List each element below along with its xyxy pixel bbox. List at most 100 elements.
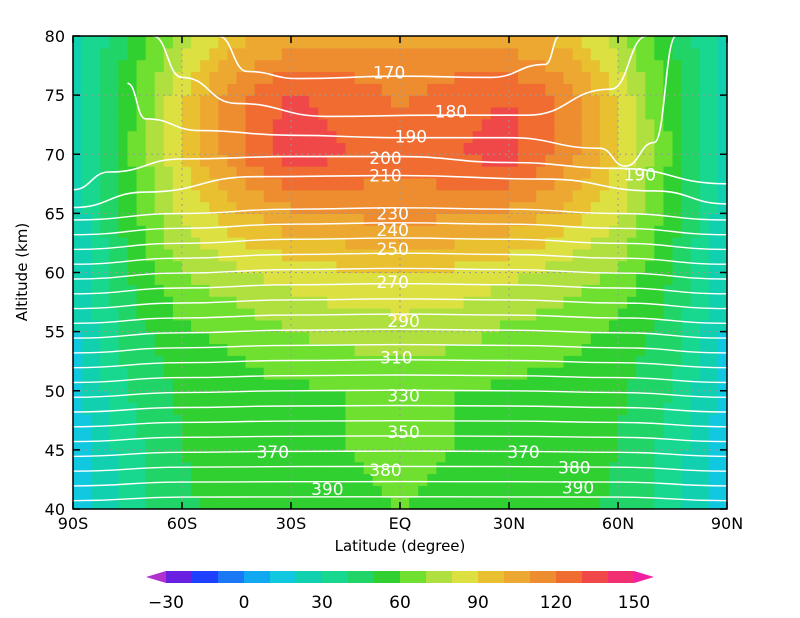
field-cell (291, 402, 301, 415)
field-cell (608, 201, 619, 214)
field-cell (436, 497, 447, 509)
field-cell (717, 189, 727, 203)
field-cell (509, 47, 519, 61)
field-cell (572, 248, 583, 262)
field-cell (572, 213, 583, 226)
field-cell (581, 154, 592, 167)
field-cell (345, 438, 356, 451)
field-cell (327, 367, 338, 380)
field-cell (636, 71, 646, 84)
field-cell (236, 59, 247, 73)
field-cell (627, 213, 637, 226)
field-cell (472, 260, 483, 274)
field-cell (509, 166, 519, 179)
field-cell (717, 166, 727, 179)
field-cell (390, 130, 401, 144)
field-cell (281, 402, 292, 415)
field-cell (590, 272, 601, 285)
field-cell (363, 166, 374, 179)
field-cell (236, 36, 247, 49)
field-cell (581, 473, 592, 486)
field-cell (409, 367, 419, 380)
field-cell (381, 237, 392, 250)
field-cell (136, 201, 147, 214)
field-cell (245, 177, 256, 191)
contour-line (73, 359, 727, 369)
field-cell (218, 142, 229, 155)
field-cell (336, 378, 347, 392)
field-cell (581, 461, 592, 475)
field-cell (708, 284, 719, 297)
field-cell (627, 414, 637, 427)
field-cell (608, 343, 619, 356)
field-cell (681, 438, 692, 451)
field-cell (191, 355, 201, 368)
field-cell (91, 189, 101, 203)
field-cell (263, 177, 274, 191)
field-cell (154, 402, 165, 415)
field-cell (272, 378, 283, 392)
field-cell (608, 130, 619, 144)
field-cell (281, 154, 292, 167)
field-cell (109, 284, 120, 297)
field-cell (717, 414, 727, 427)
field-cell (581, 402, 592, 415)
field-cell (145, 154, 156, 167)
field-cell (354, 36, 365, 49)
field-cell (300, 59, 310, 73)
field-cell (300, 461, 310, 475)
field-cell (436, 142, 447, 155)
contour-label: 370 (507, 443, 539, 463)
field-cell (636, 166, 646, 179)
field-cell (645, 237, 655, 250)
field-cell (281, 130, 292, 144)
field-cell (381, 438, 392, 451)
field-cell (672, 59, 683, 73)
field-cell (509, 367, 519, 380)
field-cell (618, 130, 628, 144)
field-cell (427, 177, 437, 191)
field-cell (563, 402, 574, 415)
field-cell (163, 272, 174, 285)
field-cell (245, 331, 256, 345)
field-cell (109, 296, 120, 309)
field-cell (218, 390, 229, 404)
field-cell (363, 248, 374, 262)
field-cell (372, 118, 383, 132)
field-cell (345, 189, 356, 203)
field-cell (427, 319, 437, 333)
field-cell (627, 36, 637, 49)
field-cell (390, 473, 401, 486)
field-cell (390, 355, 401, 368)
field-cell (463, 95, 474, 108)
field-cell (336, 473, 347, 486)
field-cell (672, 71, 683, 84)
field-cell (645, 47, 655, 61)
field-cell (572, 497, 583, 509)
field-cell (654, 355, 665, 368)
field-cell (681, 367, 692, 380)
field-cell (363, 237, 374, 250)
field-cell (73, 260, 83, 274)
field-cell (200, 449, 210, 463)
field-cell (163, 485, 174, 498)
field-cell (581, 95, 592, 108)
field-cell (518, 272, 528, 285)
field-cell (445, 260, 456, 274)
field-cell (372, 355, 383, 368)
field-cell (245, 118, 256, 132)
field-cell (327, 106, 338, 120)
field-cell (291, 449, 301, 463)
field-cell (518, 118, 528, 132)
field-cell (145, 59, 156, 73)
field-cell (209, 71, 219, 84)
field-cell (663, 201, 674, 214)
field-cell (527, 36, 537, 49)
field-cell (354, 142, 365, 155)
field-cell (536, 343, 546, 356)
field-cell (572, 343, 583, 356)
field-cell (445, 154, 456, 167)
field-cell (681, 130, 692, 144)
field-cell (109, 378, 120, 392)
field-cell (263, 95, 274, 108)
